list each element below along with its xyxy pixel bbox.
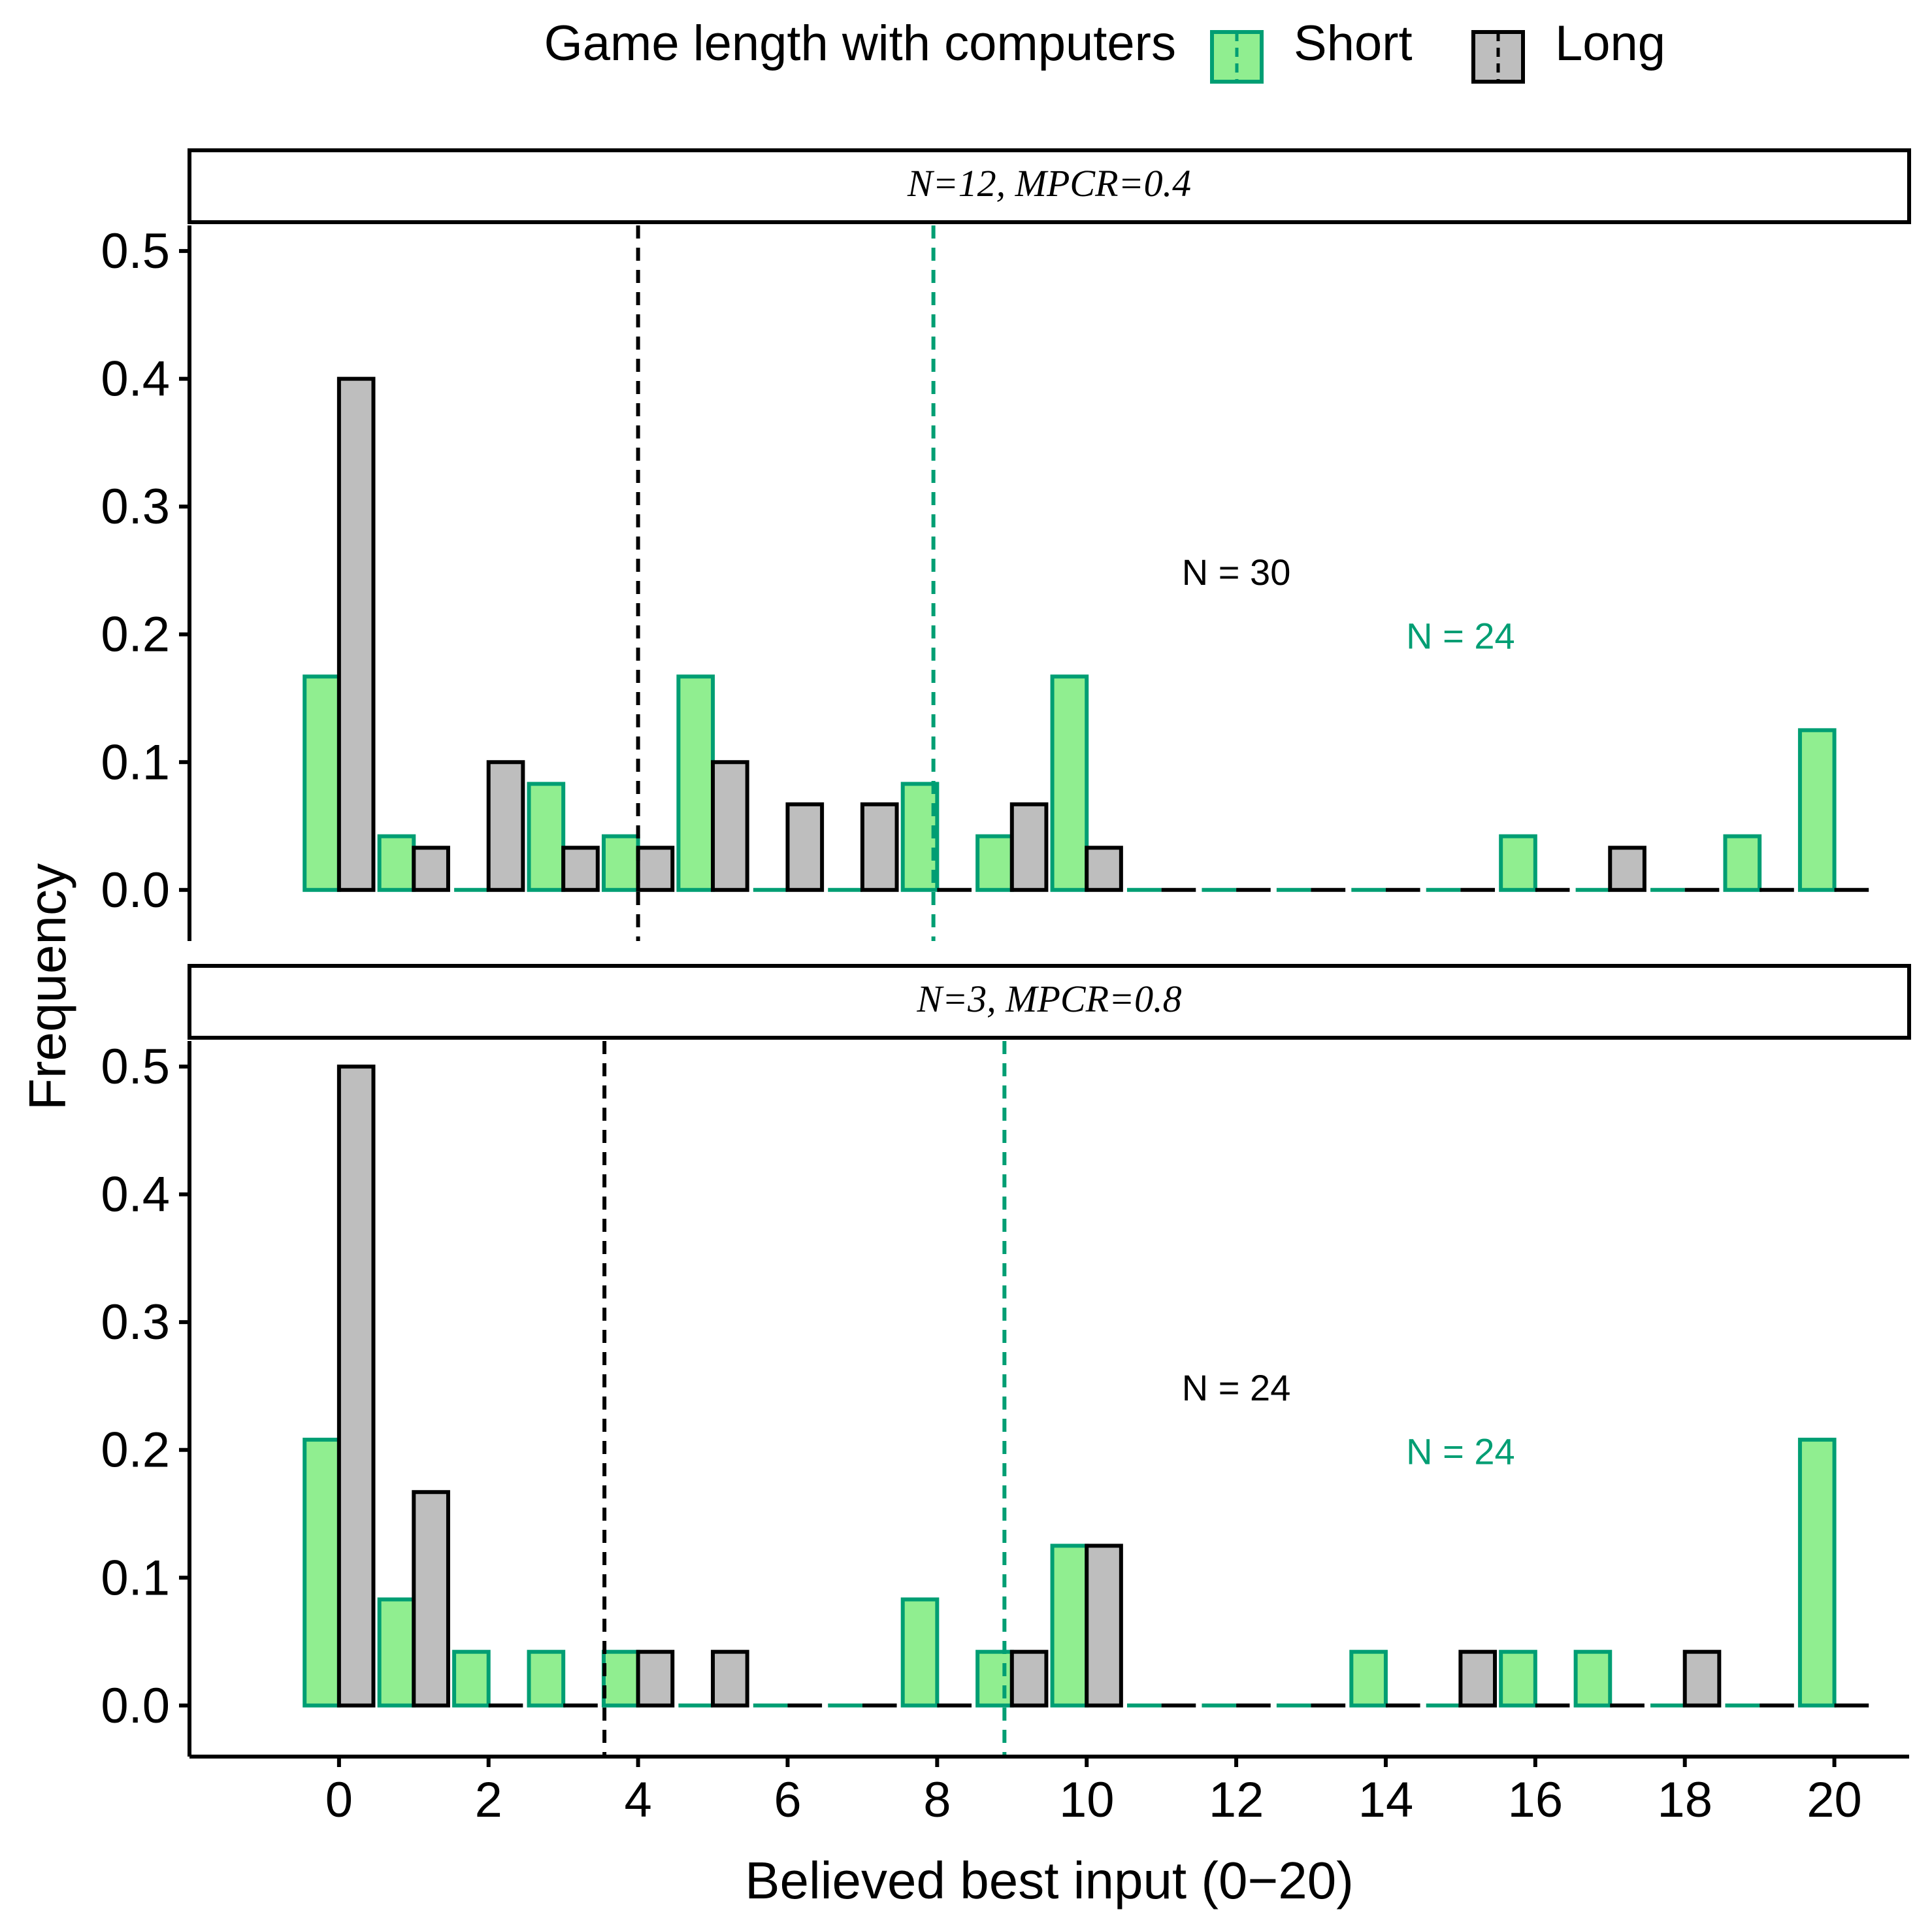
x-tick-label: 10: [1059, 1772, 1115, 1828]
y-tick-label: 0.5: [101, 1039, 170, 1095]
strip-box: [188, 964, 1911, 1040]
bar-short-9: [975, 834, 1014, 892]
bar-long-4: [636, 846, 675, 892]
x-tick-label: 12: [1209, 1772, 1264, 1828]
bar-short-16: [1499, 1649, 1537, 1708]
bar-long-5: [711, 760, 749, 892]
y-tick-label: 0.2: [101, 1423, 170, 1478]
bar-long-2: [486, 760, 525, 892]
bar-short-4: [601, 834, 640, 892]
x-axis-title: Believed best input (0−20): [745, 1851, 1354, 1910]
bar-short-17: [1573, 1649, 1613, 1708]
y-tick-label: 0.2: [101, 607, 170, 663]
bar-long-5: [711, 1649, 749, 1708]
bar-long-4: [636, 1649, 675, 1708]
y-tick-label: 0.5: [101, 223, 170, 279]
bars: [303, 376, 1869, 892]
y-tick-label: 0.4: [101, 352, 170, 407]
bar-long-0: [336, 376, 376, 892]
annotation-long: N = 24: [1182, 1367, 1291, 1408]
bar-long-1: [412, 846, 450, 892]
legend-label-short: Short: [1294, 16, 1413, 71]
x-tick-label: 20: [1807, 1772, 1862, 1828]
bar-short-16: [1499, 834, 1537, 892]
bar-short-8: [900, 782, 940, 892]
bar-short-5: [676, 674, 715, 892]
bar-long-3: [561, 846, 600, 892]
bar-short-8: [900, 1597, 940, 1708]
bar-long-0: [336, 1065, 376, 1708]
y-tick-label: 0.3: [101, 1295, 170, 1350]
panel-top: N=12, MPCR=0.4 N = 30 N = 24 0.0 0.1 0.2 0.3…: [101, 148, 1911, 941]
x-tick-label: 8: [923, 1772, 951, 1828]
bar-short-20: [1797, 728, 1837, 892]
legend-label-long: Long: [1555, 16, 1665, 71]
bar-short-0: [303, 1438, 341, 1708]
panel-bottom: N=3, MPCR=0.8 N = 24N = 24 0.00.10.20.30…: [101, 964, 1911, 1828]
bar-short-3: [527, 1649, 566, 1708]
x-tick-label: 6: [774, 1772, 801, 1828]
y-axis-title: Frequency: [18, 863, 76, 1110]
legend-title: Game length with computers: [544, 16, 1176, 71]
bar-short-1: [377, 834, 416, 892]
x-tick-label: 14: [1358, 1772, 1414, 1828]
x-tick-label: 0: [325, 1772, 353, 1828]
bar-short-20: [1797, 1438, 1837, 1708]
legend: Game length with computers Short Long: [544, 16, 1665, 84]
y-axis: 0.0 0.1 0.2 0.3 0.4 0.5: [101, 223, 191, 941]
bar-short-14: [1349, 1649, 1388, 1708]
strip-box: [188, 148, 1911, 224]
bar-long-15: [1458, 1649, 1498, 1708]
y-tick-label: 0.4: [101, 1167, 170, 1223]
y-tick-label: 0.1: [101, 1550, 170, 1606]
bar-short-9: [975, 1649, 1014, 1708]
y-tick-label: 0.3: [101, 479, 170, 535]
bar-long-10: [1085, 846, 1123, 892]
bar-short-4: [601, 1649, 640, 1708]
bar-short-19: [1723, 834, 1762, 892]
x-tick-label: 2: [475, 1772, 502, 1828]
bar-short-10: [1050, 674, 1089, 892]
bar-long-7: [860, 802, 899, 892]
x-tick-label: 18: [1657, 1772, 1712, 1828]
strip-label: N=12, MPCR=0.4: [907, 162, 1191, 205]
y-tick-label: 0.1: [101, 735, 170, 790]
bar-short-10: [1050, 1544, 1089, 1708]
annotation-short: N = 24: [1406, 1431, 1515, 1472]
bar-long-18: [1682, 1649, 1722, 1708]
bar-long-10: [1085, 1544, 1123, 1708]
mean-lines: [602, 1041, 1007, 1757]
x-tick-label: 4: [624, 1772, 651, 1828]
x-axis: 0 2 4 6 8 10 12 14 16 18 20: [189, 1755, 1909, 1828]
bar-long-9: [1009, 802, 1049, 892]
bars: [303, 1065, 1869, 1708]
annotations: N = 24 N = 24: [1182, 1367, 1515, 1472]
strip-label: N=3, MPCR=0.8: [916, 978, 1181, 1020]
bar-long-17: [1608, 846, 1646, 892]
bar-long-9: [1009, 1649, 1049, 1708]
y-axis: 0.0 0.1 0.2 0.3 0.4 0.5: [101, 1039, 191, 1757]
bar-short-2: [452, 1649, 491, 1708]
bar-short-0: [303, 674, 341, 892]
annotation-short: N = 24: [1406, 616, 1515, 657]
y-tick-label: 0.0: [101, 1678, 170, 1734]
mean-lines: [636, 225, 936, 941]
bar-long-6: [785, 802, 825, 892]
annotations: N = 30 N = 24: [1182, 552, 1515, 657]
annotation-long: N = 30: [1182, 552, 1291, 593]
x-tick-label: 16: [1508, 1772, 1564, 1828]
bar-short-1: [377, 1597, 416, 1708]
bar-short-3: [527, 782, 566, 892]
y-tick-label: 0.0: [101, 863, 170, 918]
bar-long-1: [412, 1490, 450, 1708]
